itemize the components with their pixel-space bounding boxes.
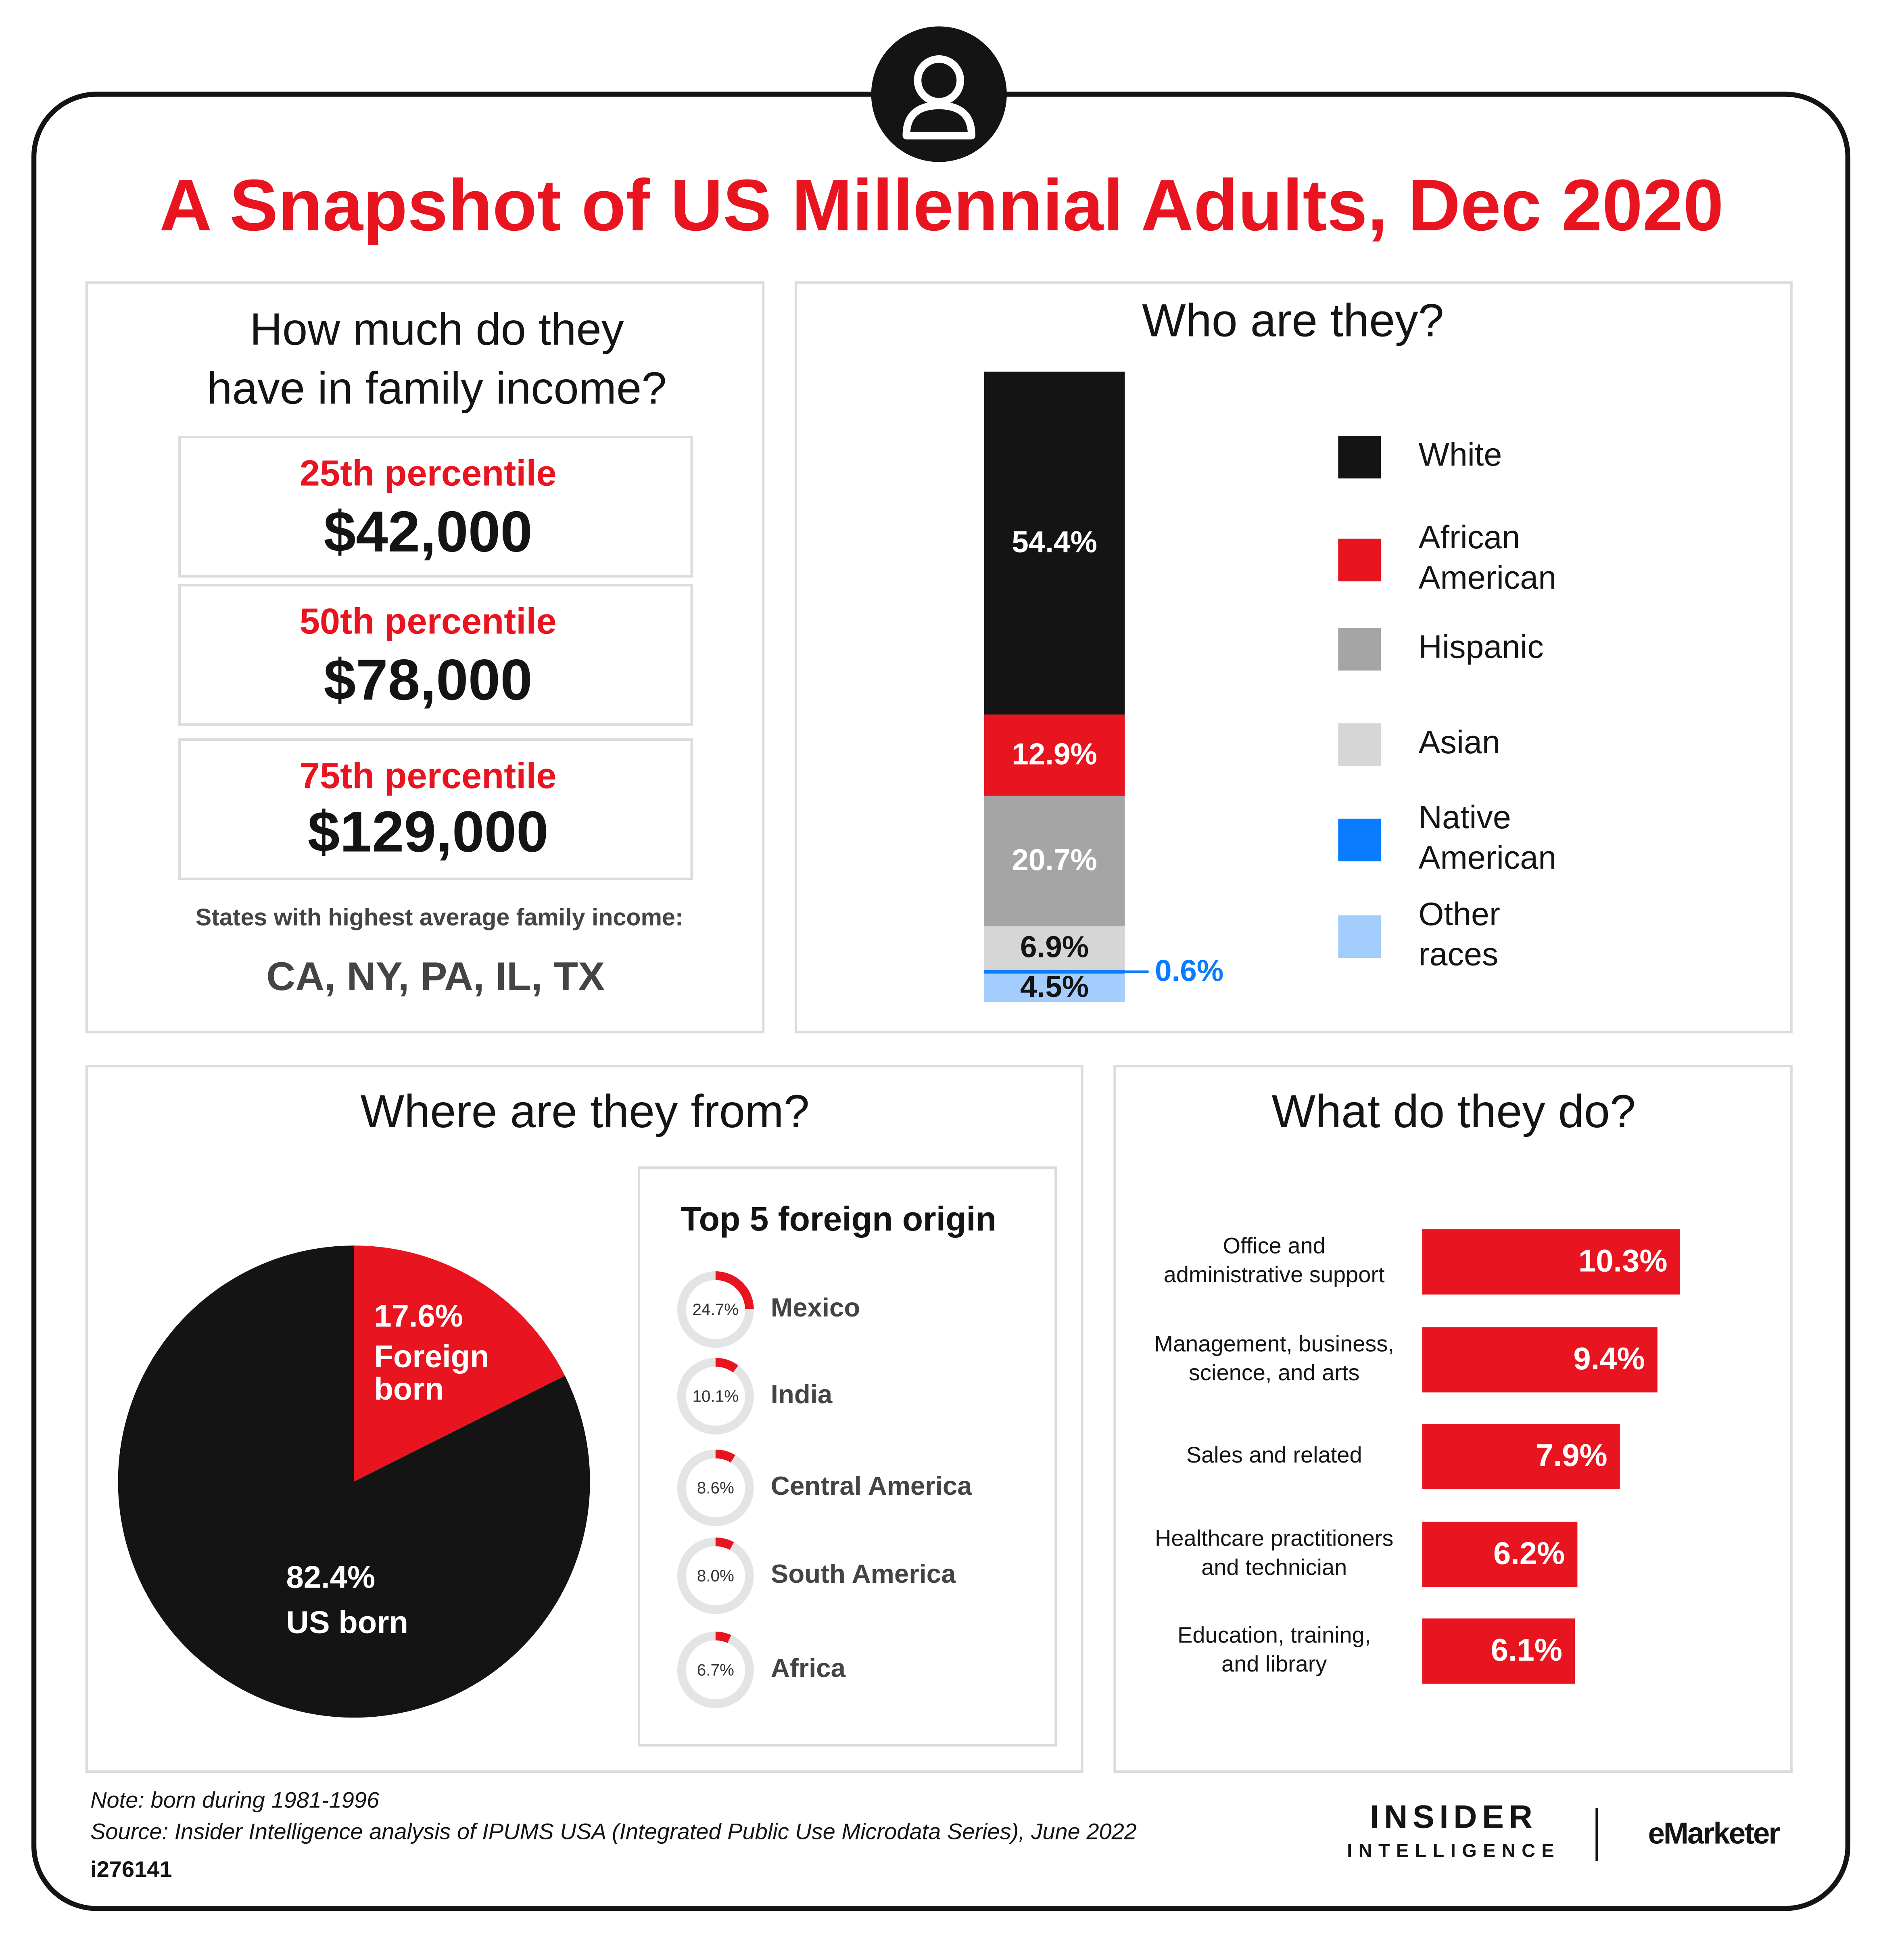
percentile-box — [178, 738, 693, 880]
category-label: Central America — [771, 1471, 972, 1500]
percentile-amount: $129,000 — [308, 799, 549, 864]
value-label: 24.7% — [693, 1300, 739, 1319]
value-label: 17.6% — [374, 1299, 463, 1333]
legend-label: White — [1419, 437, 1502, 473]
value-label: 9.4% — [1573, 1341, 1645, 1376]
pie-slice — [118, 1245, 590, 1718]
percentile-box — [178, 584, 693, 726]
percentile-label: 25th percentile — [300, 453, 557, 493]
bar-segment — [984, 974, 1125, 1002]
legend-swatch — [1338, 628, 1381, 671]
category-label: and technician — [1201, 1554, 1347, 1580]
category-label: Office and — [1223, 1233, 1326, 1258]
bar-segment — [984, 926, 1125, 970]
bar — [1422, 1327, 1658, 1393]
chart-title: Where are they from? — [361, 1086, 810, 1137]
pie-slice — [354, 1245, 565, 1482]
category-label: and library — [1221, 1651, 1327, 1676]
legend-label: Asian — [1419, 724, 1500, 761]
value-label: 6.7% — [697, 1661, 734, 1679]
legend-swatch — [1338, 539, 1381, 581]
category-label: South America — [771, 1559, 956, 1588]
person-icon-body — [902, 102, 976, 140]
legend-swatch — [1338, 819, 1381, 861]
income-title: How much do they — [250, 304, 624, 354]
category-label: Education, training, — [1177, 1622, 1371, 1647]
bar — [1422, 1424, 1620, 1489]
donut-arc — [715, 1358, 739, 1373]
bar — [1422, 1229, 1680, 1295]
legend-swatch — [1338, 915, 1381, 958]
states-label: States with highest average family incom… — [196, 904, 683, 931]
value-label: 0.6% — [1155, 953, 1223, 987]
legend-swatch — [1338, 723, 1381, 766]
bar-segment — [984, 372, 1125, 715]
chart-title: Top 5 foreign origin — [681, 1200, 997, 1238]
category-label: Management, business, — [1154, 1331, 1394, 1356]
bar — [1422, 1521, 1578, 1587]
category-label: India — [771, 1379, 833, 1409]
category-label: administrative support — [1164, 1262, 1385, 1287]
percentile-box — [178, 435, 693, 578]
states: CA, NY, PA, IL, TX — [266, 954, 605, 999]
logo-emarketer: eMarketer — [1648, 1816, 1780, 1850]
bar-segment — [984, 796, 1125, 926]
person-icon-bg — [871, 26, 1007, 162]
source: Source: Insider Intelligence analysis of… — [90, 1818, 1137, 1844]
legend-label: Native American — [1419, 800, 1557, 876]
value-label: 12.9% — [1012, 737, 1097, 771]
donut-arc — [715, 1632, 731, 1643]
percentile-label: 75th percentile — [300, 755, 557, 796]
donut-arc — [715, 1537, 734, 1550]
value-label: 82.4% — [286, 1560, 376, 1595]
category-label: science, and arts — [1189, 1360, 1359, 1385]
value-label: 54.4% — [1012, 525, 1097, 559]
value-label: 8.0% — [697, 1566, 734, 1585]
logo-insider: INSIDER — [1370, 1799, 1537, 1835]
value-label: 7.9% — [1536, 1438, 1607, 1473]
logo-intelligence: INTELLIGENCE — [1347, 1840, 1560, 1861]
value-label: 10.1% — [693, 1387, 739, 1405]
slice-label: Foreign born — [374, 1339, 489, 1406]
category-label: Mexico — [771, 1293, 860, 1322]
value-label: 6.9% — [1020, 930, 1089, 964]
legend-label: African American — [1419, 520, 1557, 596]
percentile-amount: $42,000 — [324, 499, 532, 564]
bar-segment — [984, 715, 1125, 796]
bar-segment — [984, 970, 1125, 974]
legend-swatch — [1338, 435, 1381, 479]
legend-label: Hispanic — [1419, 629, 1544, 665]
chart-title: What do they do? — [1271, 1086, 1635, 1137]
bar — [1422, 1618, 1575, 1684]
value-label: 10.3% — [1578, 1243, 1668, 1278]
value-label: 8.6% — [697, 1479, 734, 1497]
category-label: Healthcare practitioners — [1155, 1525, 1393, 1551]
legend-label: Other races — [1419, 896, 1500, 973]
value-label: 6.1% — [1491, 1633, 1562, 1667]
main-title: A Snapshot of US Millennial Adults, Dec … — [159, 165, 1724, 246]
percentile-label: 50th percentile — [300, 601, 557, 642]
chart-title: Who are they? — [1142, 295, 1444, 346]
value-label: 4.5% — [1020, 970, 1089, 1003]
note: Note: born during 1981-1996 — [90, 1787, 380, 1813]
percentile-amount: $78,000 — [324, 648, 532, 712]
chart-id: i276141 — [90, 1856, 172, 1882]
slice-label: US born — [286, 1605, 409, 1640]
category-label: Sales and related — [1186, 1442, 1362, 1467]
category-label: Africa — [771, 1653, 846, 1682]
donut-arc — [715, 1271, 754, 1309]
person-icon-head — [914, 55, 964, 106]
value-label: 20.7% — [1012, 843, 1097, 877]
donut-arc — [715, 1449, 735, 1463]
race-panel — [794, 281, 1793, 1034]
value-label: 6.2% — [1493, 1536, 1565, 1571]
income-title: have in family income? — [207, 363, 666, 414]
